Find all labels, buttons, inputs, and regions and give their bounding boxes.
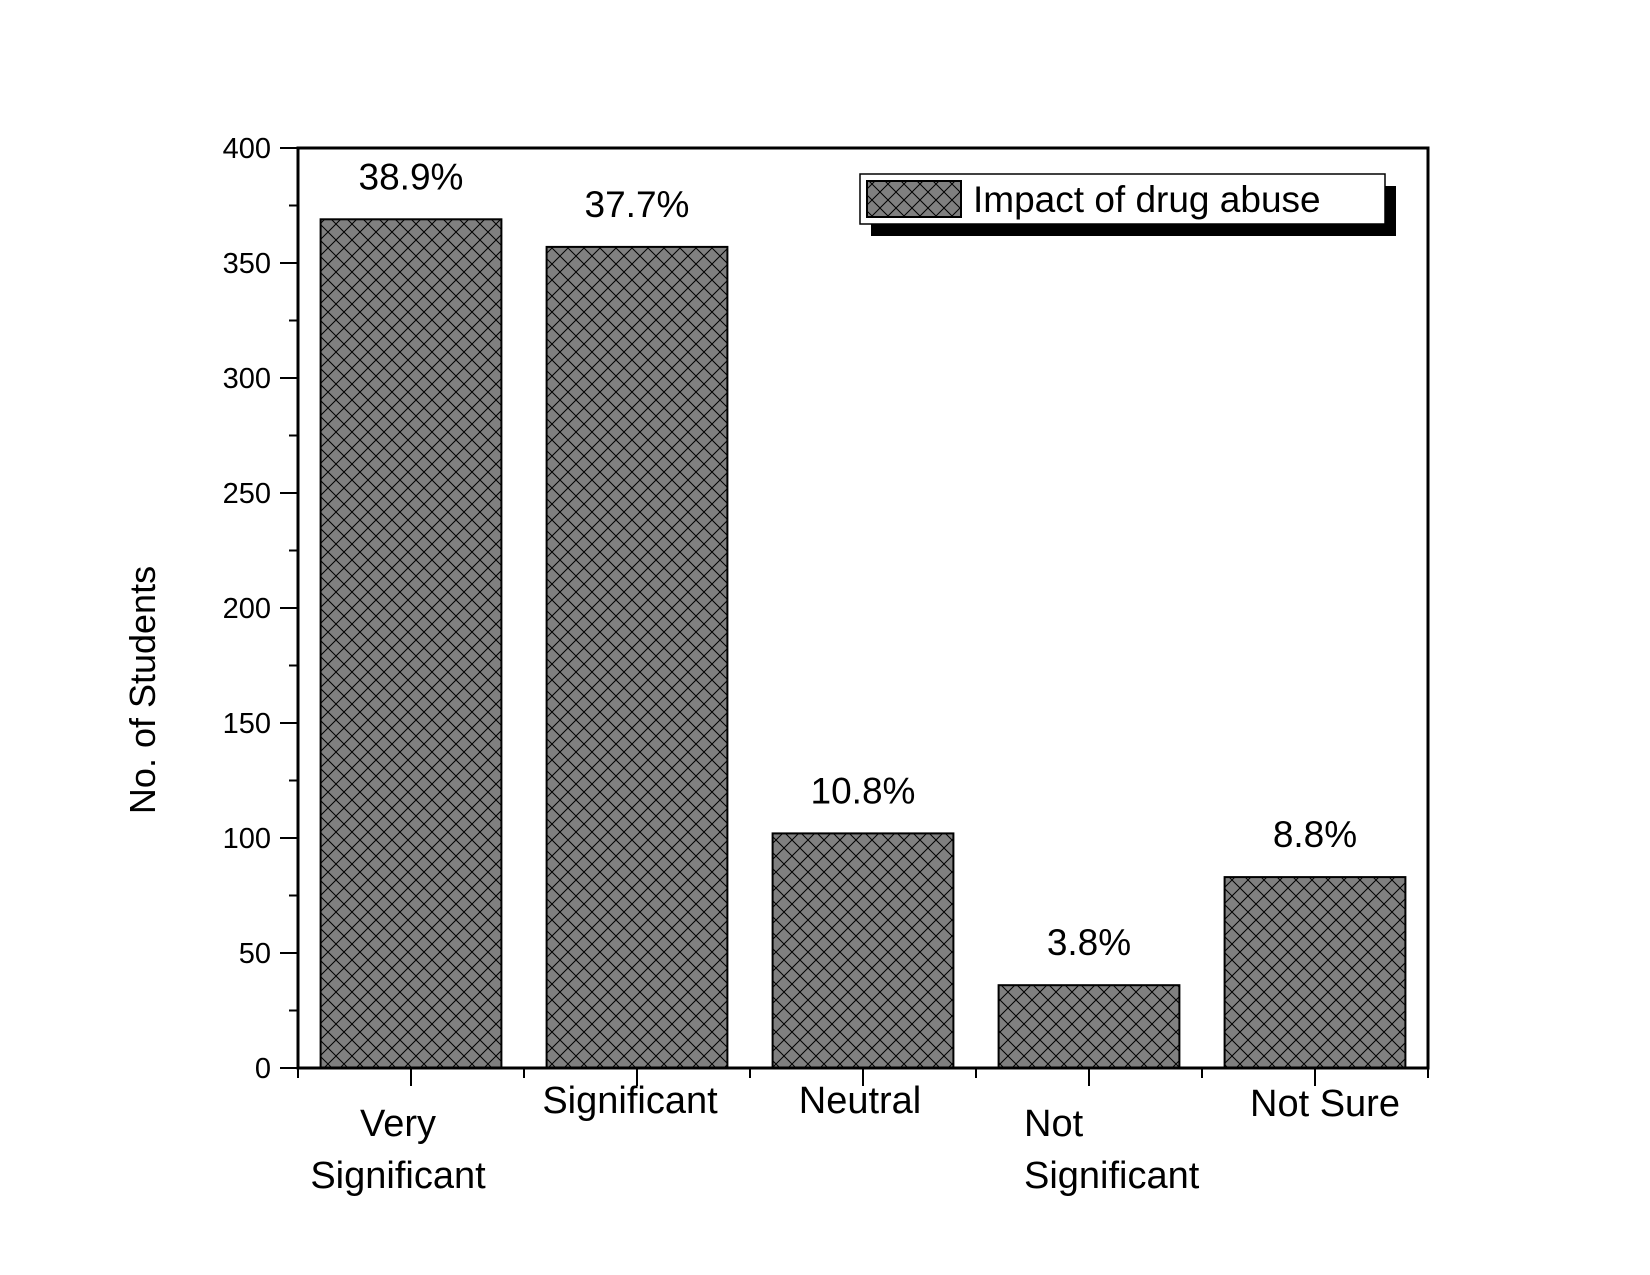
y-tick-label: 100 <box>223 823 271 855</box>
y-tick-label: 250 <box>223 478 271 510</box>
y-tick-label: 0 <box>255 1053 271 1085</box>
bar <box>319 218 503 1070</box>
y-axis-label: No. of Students <box>122 566 163 814</box>
x-tick-label: Significant <box>542 1080 718 1122</box>
y-tick-label: 200 <box>223 593 271 625</box>
data-label: 8.8% <box>1273 814 1357 855</box>
x-axis: Very Significant Significant Neutral Not Sign… <box>297 1068 1429 1197</box>
data-labels-group: 38.9% 37.7% 10.8% 3.8% 8.8% <box>359 156 1358 963</box>
legend: Impact of drug abuse <box>859 173 1396 236</box>
x-tick-label: Not Significant <box>1024 1103 1200 1197</box>
data-label: 38.9% <box>359 156 464 197</box>
y-tick-label: 350 <box>223 248 271 280</box>
x-tick-label: Not Sure <box>1250 1083 1400 1125</box>
data-label: 37.7% <box>585 184 690 225</box>
legend-entry: Impact of drug abuse <box>973 179 1321 220</box>
bar <box>1223 876 1407 1069</box>
bars-group <box>319 218 1407 1070</box>
legend-swatch <box>866 180 962 218</box>
y-axis: 0 50 100 150 200 250 300 350 400 <box>223 133 298 1085</box>
y-tick-label: 150 <box>223 708 271 740</box>
plot-frame <box>296 146 1430 1070</box>
y-tick-label: 300 <box>223 363 271 395</box>
y-tick-label: 50 <box>239 938 271 970</box>
bar <box>545 245 729 1069</box>
y-tick-label: 400 <box>223 133 271 165</box>
data-label: 3.8% <box>1047 922 1131 963</box>
x-tick-label: Very Significant <box>310 1103 486 1197</box>
x-tick-label: Neutral <box>799 1080 922 1122</box>
data-label: 10.8% <box>811 770 916 811</box>
bar <box>997 984 1181 1070</box>
bar <box>771 832 955 1070</box>
